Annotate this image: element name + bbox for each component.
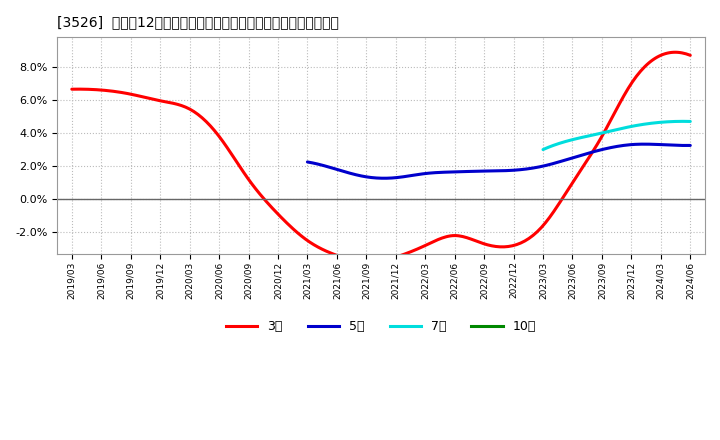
3年 (436, 236, 444, 242)
7年 (686, 119, 695, 124)
3年 (364, 260, 372, 265)
7年 (672, 119, 681, 124)
7年 (626, 124, 634, 129)
5年 (532, 165, 541, 170)
5年 (303, 159, 312, 165)
5年 (627, 142, 636, 147)
3年 (672, 50, 680, 55)
5年 (531, 165, 540, 170)
3年 (448, 233, 456, 238)
5年 (305, 160, 313, 165)
7年 (626, 124, 635, 129)
5年 (652, 142, 661, 147)
7年 (678, 119, 687, 124)
Line: 5年: 5年 (307, 144, 690, 178)
5年 (640, 142, 649, 147)
7年 (539, 147, 548, 152)
7年 (629, 124, 637, 129)
Line: 7年: 7年 (543, 121, 690, 150)
3年 (591, 145, 600, 150)
Text: [3526]  売上高12か月移動合計の対前年同期増減率の平均値の推移: [3526] 売上高12か月移動合計の対前年同期増減率の平均値の推移 (57, 15, 339, 29)
3年 (70, 87, 78, 92)
3年 (686, 53, 695, 58)
7年 (663, 119, 672, 125)
3年 (68, 87, 76, 92)
3年 (438, 235, 446, 241)
5年 (380, 176, 389, 181)
Line: 3年: 3年 (72, 52, 690, 262)
5年 (686, 143, 695, 148)
Legend: 3年, 5年, 7年, 10年: 3年, 5年, 7年, 10年 (221, 315, 541, 338)
5年 (539, 164, 547, 169)
3年 (630, 77, 639, 82)
7年 (539, 147, 547, 152)
